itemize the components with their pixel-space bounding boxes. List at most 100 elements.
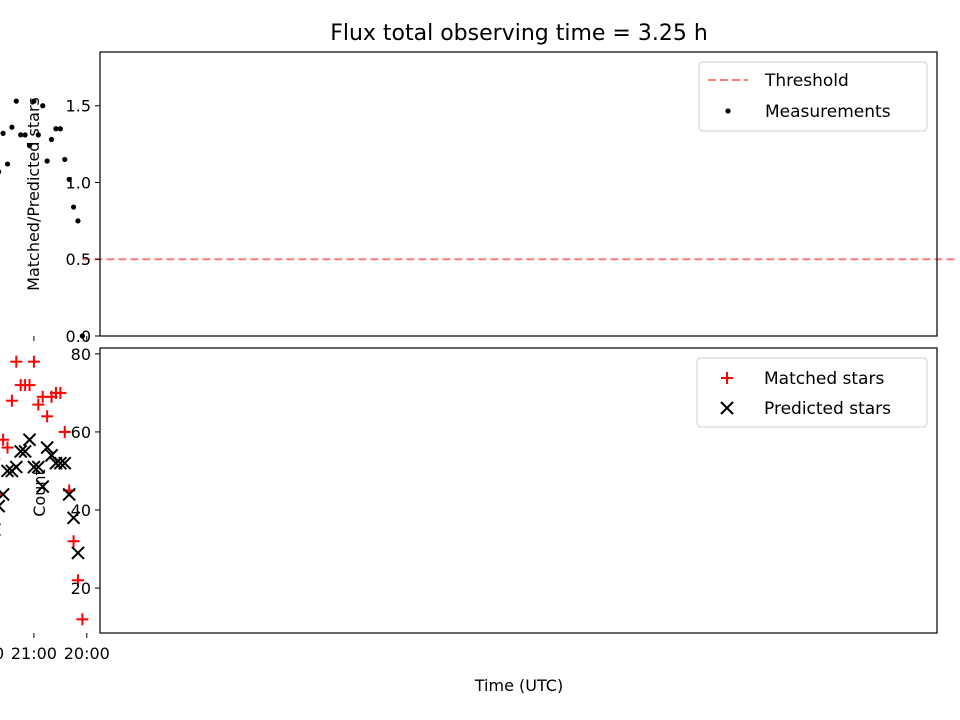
predicted-star-point (44, 448, 59, 463)
matched-star-point (67, 535, 80, 548)
top-axes-frame (99, 51, 938, 337)
measurement-point (40, 103, 46, 109)
legend-threshold-label: Threshold (764, 71, 849, 91)
measurement-points (0, 98, 85, 339)
top-x-ticks (33, 336, 88, 341)
measurement-point (48, 136, 55, 143)
predicted-star-point (27, 460, 41, 474)
legend-matched-label: Matched stars (764, 369, 884, 389)
predicted-star-point (36, 479, 50, 494)
predicted-star-point (71, 546, 85, 560)
measurement-point (13, 98, 19, 104)
measurement-point (26, 143, 33, 149)
top-y-ticks: 0.0 0.5 1.0 1.5 (66, 97, 100, 346)
bottom-legend: Matched stars Predicted stars (696, 357, 928, 428)
predicted-stars-points (0, 433, 85, 560)
bottom-y-ticks: 20 40 60 80 (71, 345, 100, 598)
measurement-point (22, 132, 28, 138)
bottom-y-axis-label: Count (30, 469, 49, 517)
top-panel: 0.0 0.5 1.0 1.5 Matched/Predicted stars Thr… (0, 51, 955, 346)
predicted-star-stroke (31, 460, 46, 474)
predicted-star-stroke (0, 499, 6, 507)
top-legend-frame (698, 61, 928, 132)
predicted-star-point (13, 444, 28, 459)
predicted-star-point (66, 511, 81, 525)
measurement-point (53, 126, 59, 132)
measurement-point (70, 204, 77, 210)
top-y-tick-label: 1.5 (66, 97, 91, 116)
measurement-point (35, 132, 41, 138)
predicted-star-point (40, 440, 54, 455)
measurement-point (79, 333, 85, 339)
predicted-star-stroke (0, 506, 6, 513)
measurement-point (31, 98, 37, 104)
predicted-star-stroke (44, 448, 59, 463)
bottom-axes-frame (99, 347, 938, 634)
measurement-point (66, 176, 72, 183)
predicted-star-stroke (13, 444, 28, 459)
bottom-y-tick-label: 80 (71, 345, 91, 364)
predicted-star-point (0, 464, 15, 478)
predicted-star-stroke (49, 456, 63, 470)
matched-star-point (71, 574, 84, 587)
top-y-axis-label: Matched/Predicted stars (24, 97, 43, 291)
measurement-point (18, 132, 24, 138)
matched-star-point (76, 613, 89, 626)
predicted-star-point (49, 456, 63, 470)
x-axis-label: Time (UTC) (474, 676, 563, 695)
x-tick-label: 22:00 (0, 644, 4, 663)
predicted-star-stroke (66, 511, 81, 525)
predicted-star-stroke (71, 546, 85, 560)
predicted-star-stroke (5, 464, 19, 478)
bottom-y-tick-label: 60 (71, 423, 91, 442)
matched-star-point (58, 425, 71, 438)
matched-star-point (14, 379, 27, 392)
matched-star-point (0, 433, 10, 446)
matched-star-point (10, 355, 23, 368)
chart-title: Flux total observing time = 3.25 h (330, 21, 708, 46)
measurement-point (0, 169, 2, 174)
predicted-star-stroke (18, 444, 32, 459)
top-y-tick-label: 1.0 (66, 173, 91, 192)
matched-stars-points (0, 355, 89, 626)
predicted-star-stroke (36, 479, 50, 494)
measurement-point (75, 218, 81, 224)
top-y-tick-label: 0.0 (66, 327, 91, 346)
matched-star-point (41, 410, 54, 423)
predicted-star-stroke (0, 487, 10, 499)
predicted-star-point (5, 464, 19, 478)
legend-matched-swatch (721, 372, 733, 384)
matched-star-point (32, 398, 45, 411)
matched-star-point (36, 390, 49, 403)
measurement-point (62, 156, 68, 163)
legend-predicted-label: Predicted stars (764, 399, 891, 419)
top-y-tick-label: 0.5 (66, 250, 91, 269)
predicted-star-stroke (40, 440, 54, 455)
measurement-point (44, 158, 50, 164)
bottom-legend-frame (696, 357, 928, 428)
predicted-star-stroke (53, 456, 68, 470)
bottom-y-tick-label: 20 (71, 579, 91, 598)
x-tick-label: 20:00 (64, 644, 110, 663)
measurement-point (0, 130, 6, 136)
legend-measurements-swatch (725, 108, 731, 114)
legend-measurements-label: Measurements (765, 102, 891, 122)
bottom-y-tick-label: 40 (71, 501, 91, 520)
measurement-point (57, 126, 63, 132)
top-legend: Threshold Measurements (698, 61, 928, 132)
measurement-point (9, 124, 15, 130)
measurement-point (4, 161, 11, 167)
predicted-star-point (18, 444, 32, 459)
legend-predicted-swatch (720, 401, 734, 415)
predicted-star-point (31, 460, 46, 474)
x-tick-label: 21:00 (11, 644, 57, 663)
predicted-star-point (62, 487, 76, 502)
predicted-star-stroke (0, 464, 15, 478)
predicted-star-stroke (27, 460, 41, 474)
predicted-star-point (0, 487, 10, 502)
matched-star-point (5, 394, 18, 407)
matched-star-point (27, 355, 40, 368)
predicted-star-stroke (62, 487, 76, 502)
